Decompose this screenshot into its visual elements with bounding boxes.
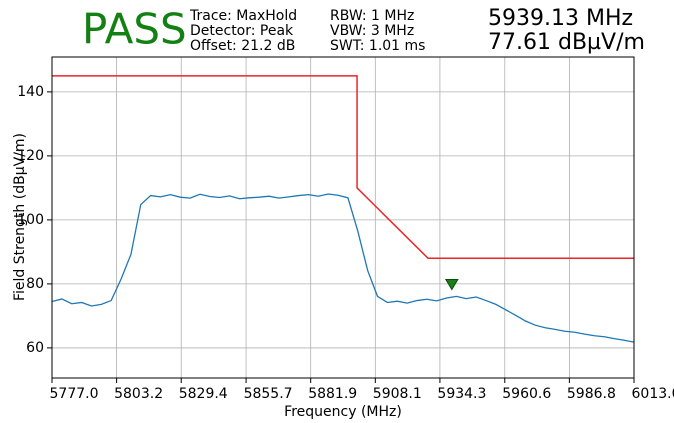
- peak-marker: [444, 279, 459, 291]
- y-tick-label: 140: [17, 84, 44, 100]
- x-tick-label: 5829.4: [179, 386, 228, 402]
- setting: Detector: Peak: [190, 23, 294, 39]
- y-tick-label: 100: [17, 212, 44, 228]
- x-tick-label: 5986.8: [567, 386, 616, 402]
- readout: 5939.13 MHz: [488, 6, 633, 31]
- limit-line: [52, 75, 634, 260]
- x-tick-label: 5881.9: [308, 386, 357, 402]
- x-tick-label: 5803.2: [114, 386, 163, 402]
- readout: 77.61 dBµV/m: [488, 30, 645, 55]
- x-tick-label: 5908.1: [373, 386, 422, 402]
- y-tick-label: 80: [26, 276, 44, 292]
- setting: VBW: 3 MHz: [330, 23, 414, 39]
- status: PASS: [82, 5, 187, 54]
- x-tick-label: 5855.7: [244, 386, 293, 402]
- y-tick-label: 120: [17, 148, 44, 164]
- plot-frame: [51, 56, 635, 379]
- setting: RBW: 1 MHz: [330, 8, 414, 24]
- x-axis-label: Frequency (MHz): [284, 404, 402, 420]
- trace: [52, 193, 634, 343]
- setting: SWT: 1.01 ms: [330, 38, 425, 54]
- y-axis-label: Field Strength (dBµV/m): [12, 133, 28, 301]
- y-tick-label: 60: [26, 340, 44, 356]
- setting: Trace: MaxHold: [189, 8, 297, 24]
- x-tick-label: 6013.0: [632, 386, 674, 402]
- x-tick-label: 5777.0: [50, 386, 99, 402]
- setting: Offset: 21.2 dB: [190, 38, 295, 54]
- x-tick-label: 5960.6: [502, 386, 551, 402]
- x-tick-label: 5934.3: [437, 386, 486, 402]
